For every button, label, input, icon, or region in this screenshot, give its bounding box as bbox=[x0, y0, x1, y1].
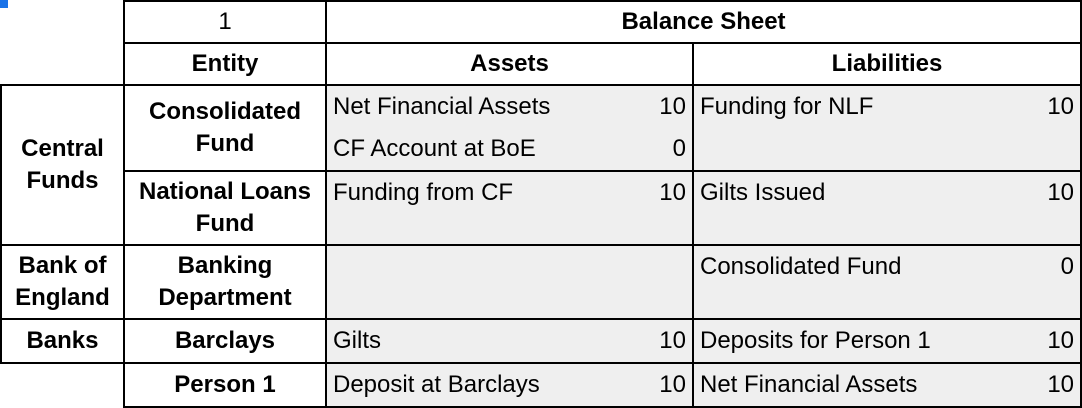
asset-line: Deposit at Barclays 10 bbox=[327, 364, 692, 406]
liability-line: Gilts Issued 10 bbox=[694, 172, 1080, 214]
liability-label: Deposits for Person 1 bbox=[700, 327, 931, 354]
barclays-assets-cell: Gilts 10 bbox=[325, 318, 694, 364]
group-label: Banks bbox=[26, 327, 99, 354]
liability-value: 10 bbox=[1047, 179, 1075, 206]
person-1-liabilities-cell: Net Financial Assets 10 bbox=[691, 362, 1082, 408]
national-loans-fund-liabilities-cell: Gilts Issued 10 bbox=[691, 170, 1082, 246]
entity-label: Person 1 bbox=[174, 371, 276, 398]
barclays-liabilities-cell: Deposits for Person 1 10 bbox=[691, 318, 1082, 364]
consolidated-fund-assets-cell: Net Financial Assets 10 CF Account at Bo… bbox=[325, 84, 694, 172]
entity-person-1: Person 1 bbox=[123, 362, 327, 408]
entity-label: Banking Department bbox=[158, 252, 292, 311]
liability-line: Deposits for Person 1 10 bbox=[694, 320, 1080, 362]
asset-value: 10 bbox=[659, 179, 686, 206]
asset-line: Gilts 10 bbox=[327, 320, 692, 362]
consolidated-fund-liabilities-cell: Funding for NLF 10 bbox=[691, 84, 1082, 172]
liability-label: Consolidated Fund bbox=[700, 253, 902, 280]
asset-label: Funding from CF bbox=[333, 179, 514, 206]
liability-label: Net Financial Assets bbox=[700, 371, 918, 398]
liability-value: 0 bbox=[1060, 253, 1075, 280]
entity-label: National Loans Fund bbox=[138, 178, 312, 237]
national-loans-fund-assets-cell: Funding from CF 10 bbox=[325, 170, 694, 246]
asset-label: Net Financial Assets bbox=[333, 93, 551, 120]
entity-label: Barclays bbox=[174, 327, 276, 354]
liabilities-column-header: Liabilities bbox=[691, 42, 1082, 86]
asset-value: 10 bbox=[659, 93, 686, 120]
liability-label: Funding for NLF bbox=[700, 93, 874, 120]
sheet-number: 1 bbox=[123, 0, 327, 44]
entity-consolidated-fund: Consolidated Fund bbox=[123, 84, 327, 172]
banking-department-assets-cell bbox=[325, 244, 694, 320]
group-bank-of-england: Bank of England bbox=[0, 244, 125, 320]
liability-line: Net Financial Assets 10 bbox=[694, 364, 1080, 406]
liability-value: 10 bbox=[1047, 93, 1075, 120]
asset-line: CF Account at BoE 0 bbox=[327, 128, 692, 170]
corner-marker bbox=[0, 0, 8, 8]
entity-barclays: Barclays bbox=[123, 318, 327, 364]
group-banks: Banks bbox=[0, 318, 125, 364]
asset-line: Funding from CF 10 bbox=[327, 172, 692, 214]
entity-label: Consolidated Fund bbox=[148, 98, 301, 157]
banking-department-liabilities-cell: Consolidated Fund 0 bbox=[691, 244, 1082, 320]
group-central-funds: Central Funds bbox=[0, 84, 125, 246]
asset-value: 10 bbox=[659, 371, 686, 398]
entity-banking-department: Banking Department bbox=[123, 244, 327, 320]
liability-value: 10 bbox=[1047, 327, 1075, 354]
asset-label: Gilts bbox=[333, 327, 381, 354]
liability-value: 10 bbox=[1047, 371, 1075, 398]
person-1-assets-cell: Deposit at Barclays 10 bbox=[325, 362, 694, 408]
group-label: Central Funds bbox=[21, 135, 104, 194]
blank-header-cell bbox=[1, 43, 124, 85]
blank-group-cell bbox=[1, 363, 124, 407]
liability-line: Consolidated Fund 0 bbox=[694, 246, 1080, 288]
blank-corner-cell bbox=[1, 1, 124, 43]
group-label: Bank of England bbox=[15, 252, 110, 311]
asset-value: 10 bbox=[659, 327, 686, 354]
liability-label: Gilts Issued bbox=[700, 179, 826, 206]
asset-label: Deposit at Barclays bbox=[333, 371, 540, 398]
balance-sheet-title: Balance Sheet bbox=[324, 0, 1082, 44]
asset-label: CF Account at BoE bbox=[333, 135, 536, 162]
asset-line: Net Financial Assets 10 bbox=[327, 86, 692, 128]
liability-line: Funding for NLF 10 bbox=[694, 86, 1080, 128]
asset-value: 0 bbox=[672, 135, 686, 162]
entity-column-header: Entity bbox=[123, 42, 327, 86]
entity-national-loans-fund: National Loans Fund bbox=[123, 170, 327, 246]
assets-column-header: Assets bbox=[325, 42, 694, 86]
